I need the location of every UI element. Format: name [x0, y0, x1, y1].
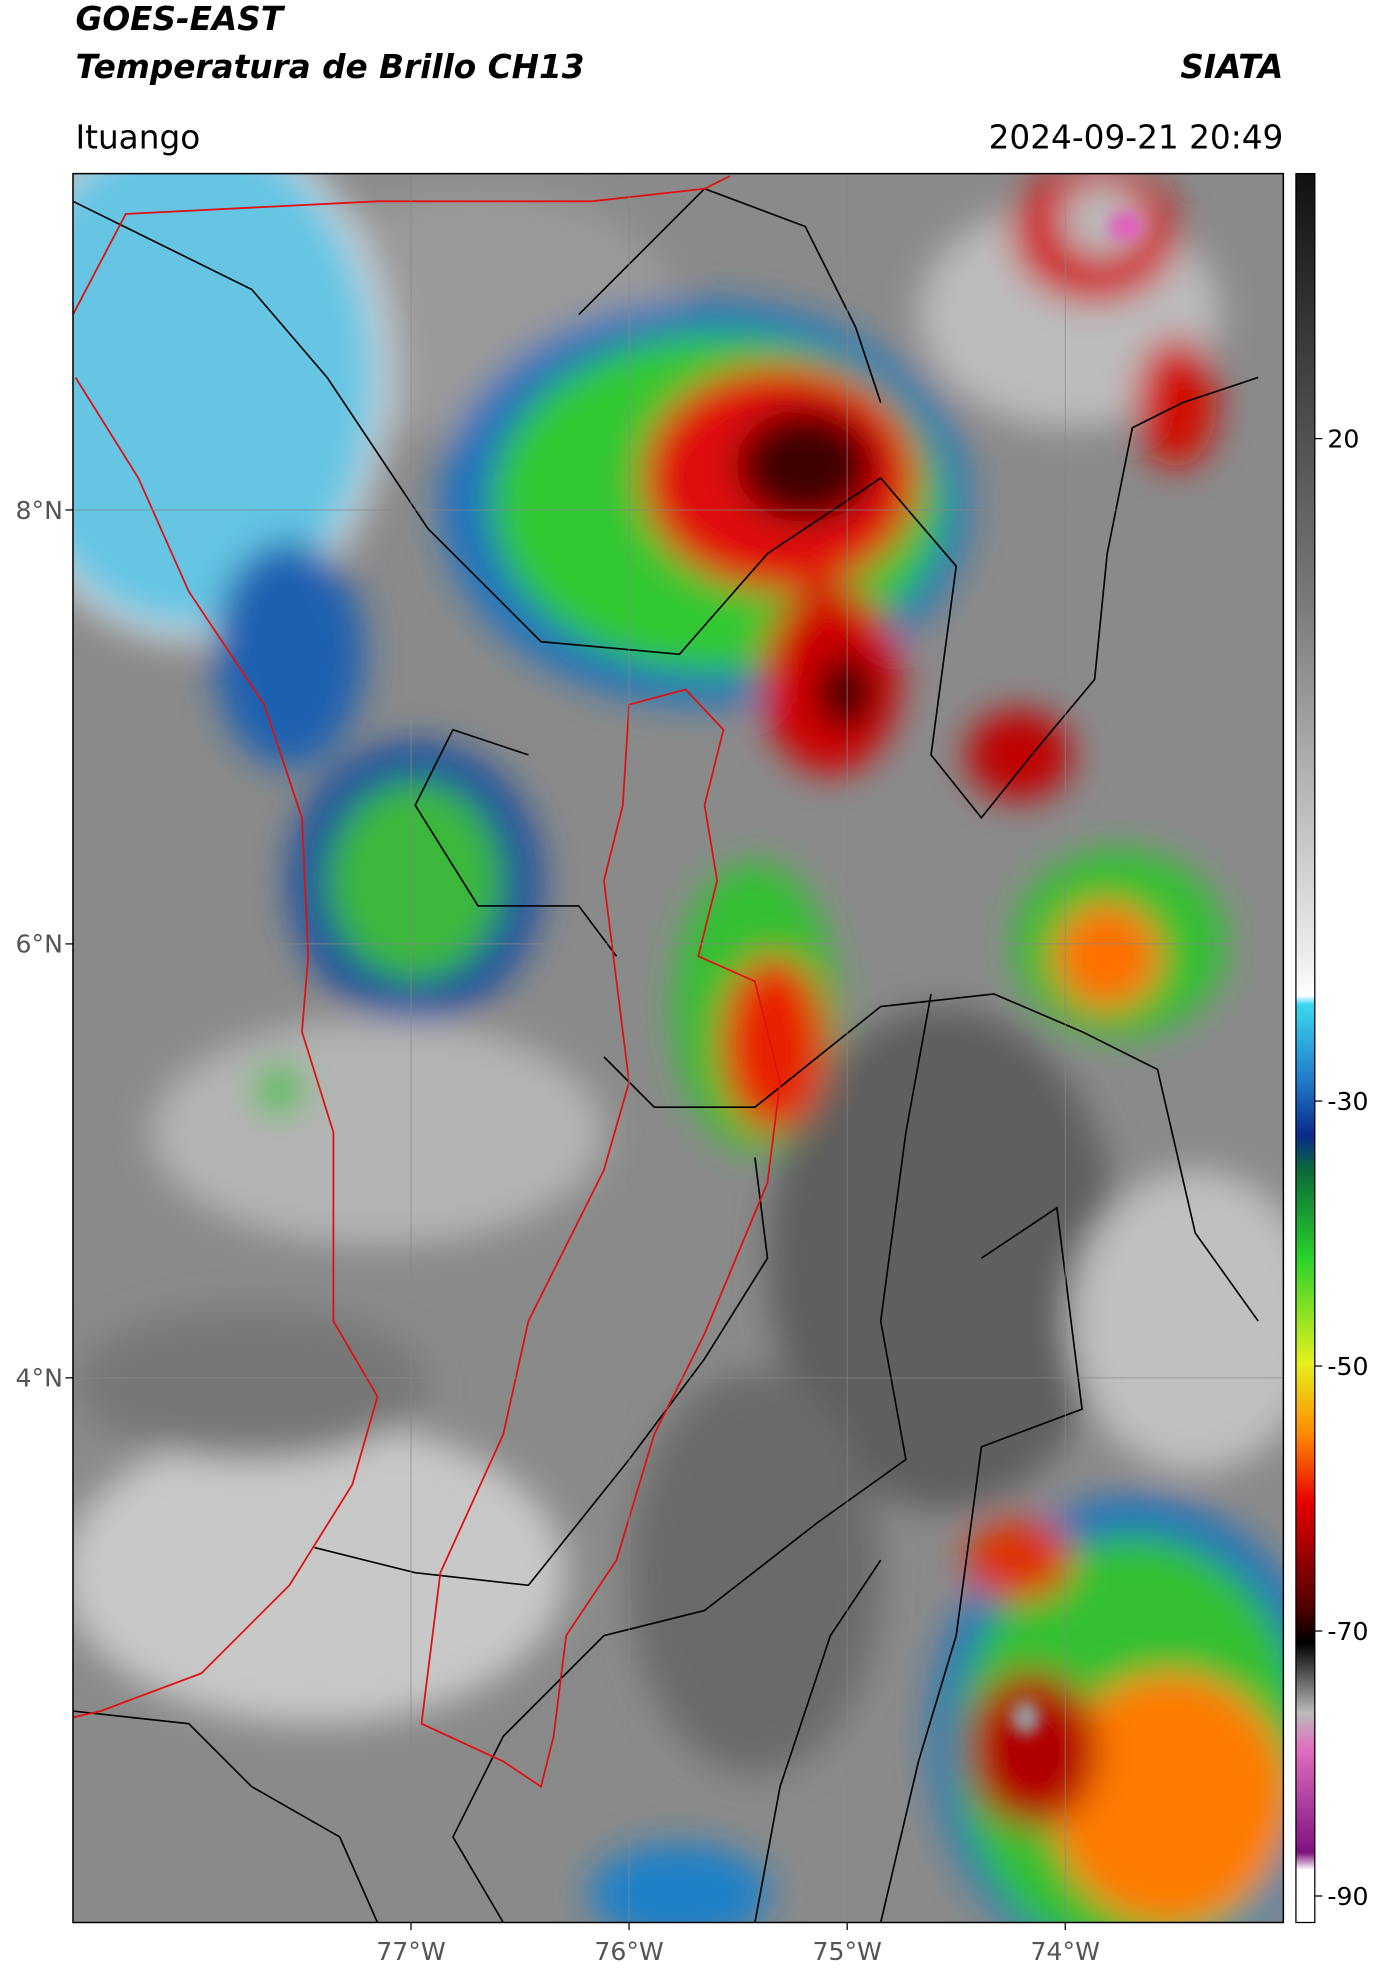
lon-tick-label: 76°W [594, 1937, 664, 1966]
colorbar-tick-label: -70 [1327, 1617, 1368, 1646]
colorbar-tick-label: -50 [1327, 1352, 1368, 1381]
agency: SIATA [1180, 48, 1283, 86]
colorbar-tick-label: -30 [1327, 1087, 1368, 1116]
lon-tick-label: 77°W [376, 1937, 446, 1966]
product: Temperatura de Brillo CH13 [75, 48, 584, 86]
map-frame [72, 172, 1285, 1924]
graticule [72, 173, 1284, 1923]
satellite: GOES-EAST [75, 0, 285, 38]
lat-tick-label: 4°N [16, 1364, 63, 1393]
lon-tick-label: 75°W [812, 1937, 882, 1966]
location: Ituango [75, 118, 200, 156]
colorbar [1295, 172, 1316, 1924]
lon-tick-label: 74°W [1031, 1937, 1101, 1966]
colorbar-tick-label: -90 [1327, 1882, 1368, 1911]
datetime: 2024-09-21 20:49 [989, 118, 1284, 156]
lat-tick-label: 6°N [16, 930, 63, 959]
satellite-image [72, 173, 1284, 1923]
lat-tick-label: 8°N [16, 496, 63, 525]
colorbar-tick-label: 20 [1327, 424, 1359, 453]
